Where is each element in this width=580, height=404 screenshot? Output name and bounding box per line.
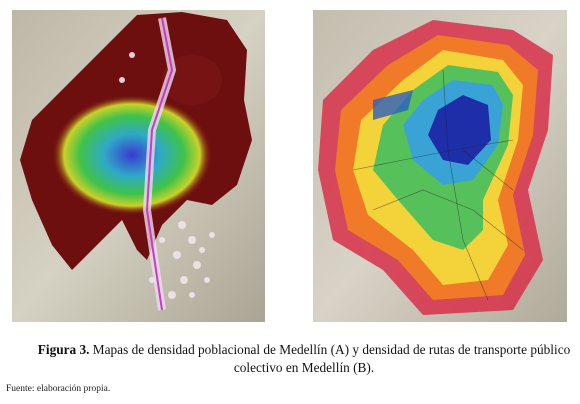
figure-source: Fuente: elaboración propia. [6, 384, 111, 394]
figure-label: Figura 3. [37, 342, 90, 357]
transit-route-density-map [313, 10, 567, 322]
population-density-map [12, 10, 265, 322]
caption-text: Mapas de densidad poblacional de Medellí… [92, 342, 571, 375]
figure-caption: Figura 3. Mapas de densidad poblacional … [14, 341, 580, 377]
